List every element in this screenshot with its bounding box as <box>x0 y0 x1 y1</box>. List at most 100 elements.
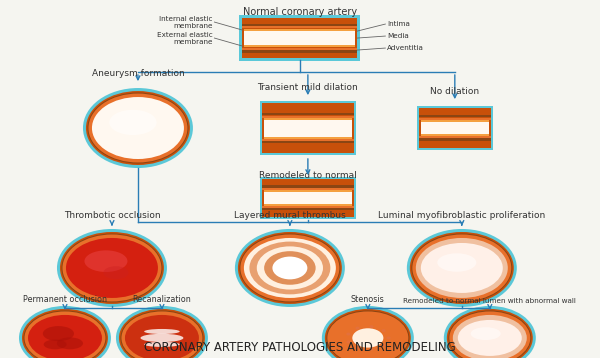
Bar <box>242 18 358 58</box>
Ellipse shape <box>19 306 111 358</box>
Ellipse shape <box>241 234 340 301</box>
Bar <box>421 120 489 122</box>
Bar <box>421 120 489 136</box>
Ellipse shape <box>328 311 409 358</box>
Text: CORONARY ARTERY PATHOLOGIES AND REMODELING: CORONARY ARTERY PATHOLOGIES AND REMODELI… <box>144 341 456 354</box>
Ellipse shape <box>66 238 158 298</box>
Ellipse shape <box>62 234 161 301</box>
Ellipse shape <box>144 329 179 334</box>
Bar <box>242 26 358 28</box>
Ellipse shape <box>346 333 350 335</box>
Ellipse shape <box>86 91 190 165</box>
Text: Recanalization: Recanalization <box>133 295 191 304</box>
Bar <box>262 103 354 153</box>
Bar <box>262 116 354 117</box>
Ellipse shape <box>410 232 514 304</box>
Bar <box>262 139 354 141</box>
Text: Stenosis: Stenosis <box>351 295 385 304</box>
Ellipse shape <box>121 311 202 358</box>
Bar <box>244 29 355 47</box>
Ellipse shape <box>382 344 386 347</box>
Bar <box>419 139 491 141</box>
Ellipse shape <box>346 340 350 343</box>
Ellipse shape <box>449 311 530 358</box>
Ellipse shape <box>239 233 340 303</box>
Bar <box>244 45 355 47</box>
Text: Luminal myofibroblastic proliferation: Luminal myofibroblastic proliferation <box>378 211 545 220</box>
Text: External elastic
membrane: External elastic membrane <box>157 32 212 44</box>
Ellipse shape <box>412 233 512 303</box>
Ellipse shape <box>421 243 503 293</box>
Bar <box>260 101 356 155</box>
Ellipse shape <box>370 348 373 350</box>
Ellipse shape <box>386 337 391 339</box>
Ellipse shape <box>448 310 531 358</box>
Ellipse shape <box>43 326 74 341</box>
Text: Normal coronary artery: Normal coronary artery <box>243 7 357 17</box>
Text: Remodeled to normal: Remodeled to normal <box>259 171 357 180</box>
Bar <box>242 24 358 26</box>
Bar <box>419 118 491 120</box>
Ellipse shape <box>116 306 208 358</box>
Ellipse shape <box>471 327 501 340</box>
Bar <box>264 204 352 206</box>
Text: Adventitia: Adventitia <box>388 45 424 51</box>
Text: Permanent occlusion: Permanent occlusion <box>23 295 107 304</box>
Ellipse shape <box>382 329 386 332</box>
Ellipse shape <box>257 246 323 290</box>
Ellipse shape <box>119 309 205 358</box>
Ellipse shape <box>238 232 342 304</box>
Bar <box>419 115 491 117</box>
Ellipse shape <box>85 250 127 272</box>
Bar <box>260 177 356 219</box>
Ellipse shape <box>264 251 316 285</box>
Ellipse shape <box>22 309 108 358</box>
Text: Media: Media <box>388 33 409 39</box>
Ellipse shape <box>326 310 409 358</box>
Bar <box>262 208 354 211</box>
Bar <box>421 134 489 136</box>
Ellipse shape <box>109 110 157 135</box>
Ellipse shape <box>355 346 359 349</box>
Ellipse shape <box>370 325 373 328</box>
Text: No dilation: No dilation <box>430 87 479 96</box>
Ellipse shape <box>25 311 106 358</box>
Ellipse shape <box>458 320 522 356</box>
Ellipse shape <box>416 238 508 298</box>
Ellipse shape <box>103 266 128 279</box>
Ellipse shape <box>88 92 188 164</box>
Ellipse shape <box>61 233 163 303</box>
Text: Internal elastic
membrane: Internal elastic membrane <box>159 15 212 29</box>
Bar <box>262 185 354 188</box>
Ellipse shape <box>407 229 517 307</box>
Text: Remodeled to normal lumen with abnormal wall: Remodeled to normal lumen with abnormal … <box>403 298 576 304</box>
Ellipse shape <box>272 257 307 279</box>
Text: Transient mild dilation: Transient mild dilation <box>257 83 358 92</box>
Bar <box>262 141 354 143</box>
Ellipse shape <box>325 309 411 358</box>
Ellipse shape <box>412 234 511 301</box>
Ellipse shape <box>453 315 527 358</box>
Ellipse shape <box>352 328 383 348</box>
Bar <box>262 112 354 115</box>
Ellipse shape <box>121 310 203 358</box>
Ellipse shape <box>57 229 167 307</box>
Ellipse shape <box>83 88 193 168</box>
Ellipse shape <box>88 93 187 163</box>
Bar <box>239 15 361 61</box>
Bar <box>262 188 354 190</box>
Bar <box>417 106 493 150</box>
Ellipse shape <box>250 242 331 294</box>
Ellipse shape <box>447 309 533 358</box>
Ellipse shape <box>235 229 345 307</box>
Bar <box>242 48 358 50</box>
Bar <box>419 136 491 139</box>
Ellipse shape <box>355 326 359 330</box>
Ellipse shape <box>144 342 179 347</box>
Ellipse shape <box>57 337 83 349</box>
Ellipse shape <box>244 238 336 298</box>
Bar <box>262 179 354 217</box>
Text: Intima: Intima <box>388 21 410 27</box>
Ellipse shape <box>331 315 405 358</box>
Bar <box>264 190 352 206</box>
